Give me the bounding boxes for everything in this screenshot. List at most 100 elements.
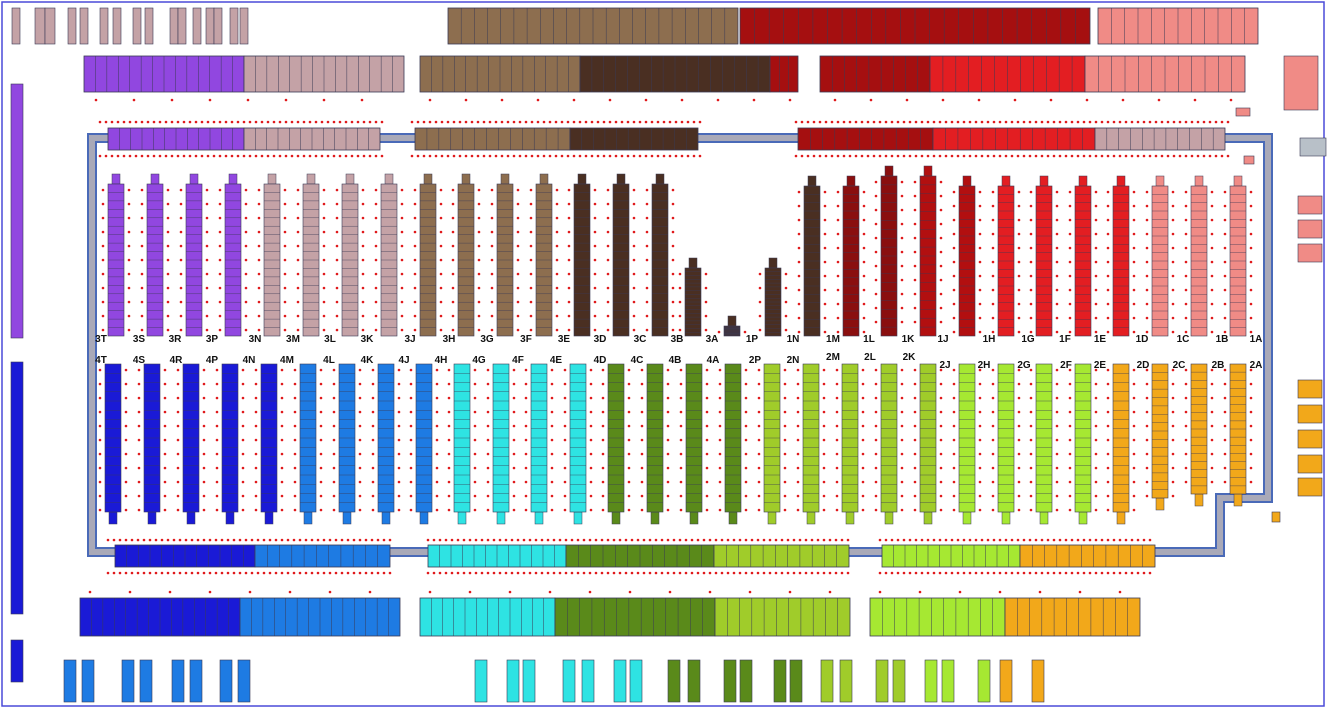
marker-dot bbox=[627, 396, 631, 400]
marker-dot bbox=[932, 571, 936, 575]
marker-dot bbox=[1124, 571, 1128, 575]
marker-dot bbox=[137, 508, 141, 512]
marker-dot bbox=[1210, 316, 1214, 320]
conveyor-bottom-markers-3 bbox=[878, 538, 1152, 542]
marker-dot bbox=[244, 216, 248, 220]
marker-dot bbox=[124, 538, 128, 542]
marker-dot bbox=[512, 508, 516, 512]
marker-dot bbox=[1088, 154, 1092, 158]
marker-dot bbox=[1106, 190, 1110, 194]
aisle-2P-cap bbox=[767, 511, 777, 525]
marker-dot bbox=[783, 410, 787, 414]
marker-dot bbox=[601, 438, 605, 442]
marker-dot bbox=[606, 230, 610, 234]
aisle-1C bbox=[1184, 175, 1214, 337]
marker-dot bbox=[1013, 98, 1017, 102]
marker-dot bbox=[555, 258, 559, 262]
marker-dot bbox=[215, 410, 219, 414]
marker-dot bbox=[400, 202, 404, 206]
aisle-label: 3D bbox=[594, 334, 607, 345]
lower-strip-blue bbox=[79, 597, 241, 637]
marker-dot bbox=[601, 494, 605, 498]
marker-dot bbox=[645, 202, 649, 206]
marker-dot bbox=[166, 286, 170, 290]
marker-dot bbox=[632, 202, 636, 206]
marker-dot bbox=[578, 120, 582, 124]
marker-dot bbox=[1136, 154, 1140, 158]
marker-dot bbox=[374, 258, 378, 262]
marker-dot bbox=[1210, 410, 1214, 414]
marker-dot bbox=[563, 438, 567, 442]
marker-dot bbox=[176, 368, 180, 372]
marker-dot bbox=[900, 424, 904, 428]
aisle-2G-cap bbox=[1039, 511, 1049, 525]
marker-dot bbox=[477, 244, 481, 248]
marker-dot bbox=[601, 466, 605, 470]
marker-dot bbox=[140, 120, 144, 124]
marker-dot bbox=[828, 571, 832, 575]
marker-dot bbox=[361, 244, 365, 248]
marker-dot bbox=[524, 410, 528, 414]
marker-dot bbox=[241, 396, 245, 400]
marker-dot bbox=[140, 154, 144, 158]
marker-dot bbox=[974, 571, 978, 575]
marker-dot bbox=[835, 494, 839, 498]
marker-dot bbox=[941, 98, 945, 102]
marker-dot bbox=[208, 590, 212, 594]
marker-dot bbox=[632, 216, 636, 220]
aisle-label: 2G bbox=[1017, 360, 1031, 371]
marker-dot bbox=[188, 154, 192, 158]
marker-dot bbox=[679, 480, 683, 484]
aisle-4H bbox=[447, 363, 477, 525]
marker-dot bbox=[563, 494, 567, 498]
bottom-small-block bbox=[892, 659, 906, 703]
marker-dot bbox=[352, 538, 356, 542]
marker-dot bbox=[364, 571, 368, 575]
marker-dot bbox=[900, 438, 904, 442]
aisle-1G-cap bbox=[1039, 175, 1049, 187]
marker-dot bbox=[522, 538, 526, 542]
marker-dot bbox=[319, 382, 323, 386]
marker-dot bbox=[671, 328, 675, 332]
lower-strip-cyan bbox=[419, 597, 556, 637]
marker-dot bbox=[241, 494, 245, 498]
top-small-block bbox=[44, 7, 56, 45]
marker-dot bbox=[516, 538, 520, 542]
marker-dot bbox=[1171, 438, 1175, 442]
marker-dot bbox=[991, 396, 995, 400]
marker-dot bbox=[626, 154, 630, 158]
marker-dot bbox=[462, 538, 466, 542]
marker-dot bbox=[1017, 382, 1021, 386]
marker-dot bbox=[1017, 218, 1021, 222]
marker-dot bbox=[224, 154, 228, 158]
marker-dot bbox=[1249, 330, 1253, 334]
marker-dot bbox=[332, 368, 336, 372]
marker-dot bbox=[1249, 204, 1253, 208]
marker-dot bbox=[913, 194, 917, 198]
marker-dot bbox=[978, 204, 982, 208]
marker-dot bbox=[490, 272, 494, 276]
marker-dot bbox=[743, 330, 747, 334]
marker-dot bbox=[206, 120, 210, 124]
marker-dot bbox=[690, 538, 694, 542]
marker-dot bbox=[835, 438, 839, 442]
marker-dot bbox=[950, 538, 954, 542]
aisle-1N bbox=[797, 175, 827, 337]
marker-dot bbox=[980, 571, 984, 575]
marker-dot bbox=[344, 154, 348, 158]
marker-dot bbox=[606, 272, 610, 276]
marker-dot bbox=[980, 120, 984, 124]
marker-dot bbox=[991, 452, 995, 456]
marker-dot bbox=[447, 508, 451, 512]
aisle-label: 3E bbox=[558, 334, 571, 345]
marker-dot bbox=[163, 438, 167, 442]
conveyor-top-pinkgrey-body bbox=[1094, 127, 1226, 151]
marker-dot bbox=[952, 288, 956, 292]
marker-dot bbox=[1171, 424, 1175, 428]
marker-dot bbox=[593, 188, 597, 192]
marker-dot bbox=[714, 571, 718, 575]
marker-dot bbox=[913, 452, 917, 456]
marker-dot bbox=[563, 480, 567, 484]
marker-dot bbox=[127, 216, 131, 220]
marker-dot bbox=[290, 120, 294, 124]
